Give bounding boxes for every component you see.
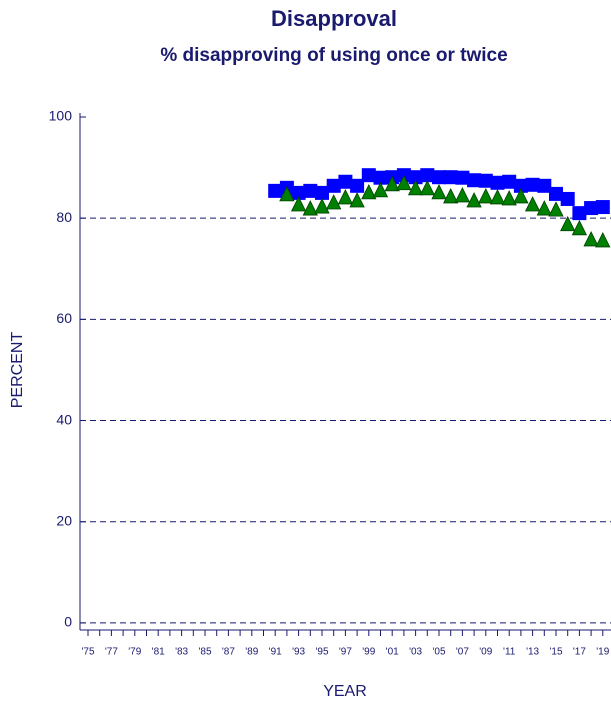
triangle-marker (583, 231, 599, 247)
triangle-marker (571, 219, 588, 236)
square-marker (326, 178, 341, 193)
x-tick-label: '13 (526, 647, 539, 658)
triangle-marker (513, 188, 529, 204)
square-marker (549, 186, 563, 201)
triangle-marker (419, 179, 435, 196)
triangle-marker (548, 201, 564, 217)
triangle-marker (478, 188, 494, 204)
y-tick-label: 0 (64, 614, 72, 630)
square-marker (432, 170, 446, 185)
square-marker (338, 174, 353, 189)
triangle-marker (489, 189, 506, 205)
x-tick-label: '91 (269, 647, 282, 658)
x-tick-label: '83 (175, 647, 188, 658)
square-marker (525, 177, 540, 192)
triangle-marker (372, 181, 389, 198)
square-marker (537, 178, 552, 193)
x-tick-label: '05 (432, 647, 445, 658)
square-marker (315, 185, 329, 200)
square-marker (490, 175, 505, 190)
y-tick-label: 60 (56, 310, 72, 326)
square-marker (303, 183, 318, 198)
square-marker (560, 191, 575, 206)
x-tick-label: '95 (315, 647, 328, 658)
triangle-marker (466, 192, 482, 208)
triangle-marker (407, 179, 424, 196)
triangle-marker (501, 190, 517, 206)
square-marker (420, 168, 435, 183)
triangle-marker (314, 198, 330, 214)
triangle-marker (524, 196, 541, 212)
chart-subtitle: % disapproving of using once or twice (160, 45, 507, 66)
x-tick-label: '17 (573, 647, 586, 658)
triangle-marker (536, 200, 552, 216)
x-tick-label: '77 (105, 647, 118, 658)
triangle-marker (326, 194, 342, 210)
y-tick-label: 20 (56, 512, 72, 528)
x-tick-label: '89 (245, 647, 258, 658)
square-marker (595, 200, 610, 215)
square-marker (268, 183, 283, 198)
y-axis-label: PERCENT (9, 332, 26, 409)
x-tick-label: '99 (362, 647, 375, 658)
x-tick-label: '79 (128, 647, 141, 658)
x-tick-label: '11 (503, 647, 516, 658)
square-marker (361, 168, 376, 183)
x-tick-label: '03 (409, 647, 422, 658)
triangle-marker (396, 174, 412, 191)
chart-title: Disapproval (271, 6, 397, 31)
square-marker (408, 170, 423, 185)
x-tick-label: '01 (386, 647, 399, 658)
square-marker (455, 170, 470, 185)
square-marker (373, 170, 388, 185)
x-tick-label: '19 (596, 647, 609, 658)
square-marker (502, 174, 517, 189)
x-tick-label: '15 (549, 647, 562, 658)
x-tick-label: '87 (222, 647, 235, 658)
square-marker (443, 170, 458, 185)
triangle-marker (302, 200, 318, 216)
triangle-marker (595, 232, 611, 248)
x-tick-label: '93 (292, 647, 305, 658)
square-marker (291, 185, 306, 200)
x-tick-label: '75 (81, 647, 94, 658)
square-marker (584, 201, 599, 216)
triangle-marker (454, 187, 471, 203)
triangle-marker (349, 192, 365, 208)
square-marker (572, 206, 587, 221)
y-tick-label: 100 (49, 108, 73, 124)
square-marker (513, 178, 528, 193)
x-tick-label: '81 (152, 647, 165, 658)
square-marker (467, 173, 482, 188)
x-tick-label: '85 (198, 647, 211, 658)
triangle-marker (361, 183, 377, 200)
square-marker (478, 173, 493, 188)
y-tick-label: 40 (56, 411, 72, 427)
triangle-marker (279, 186, 295, 202)
x-tick-label: '07 (456, 647, 469, 658)
x-tick-label: '09 (479, 647, 492, 658)
x-axis-label: YEAR (323, 683, 367, 700)
x-tick-label: '97 (339, 647, 352, 658)
triangle-marker (384, 175, 400, 192)
triangle-marker (290, 196, 307, 212)
triangle-marker (431, 183, 447, 200)
triangle-marker (560, 215, 576, 232)
triangle-marker (337, 189, 354, 205)
y-tick-label: 80 (56, 209, 72, 225)
square-marker (350, 178, 365, 193)
triangle-marker (443, 188, 459, 204)
